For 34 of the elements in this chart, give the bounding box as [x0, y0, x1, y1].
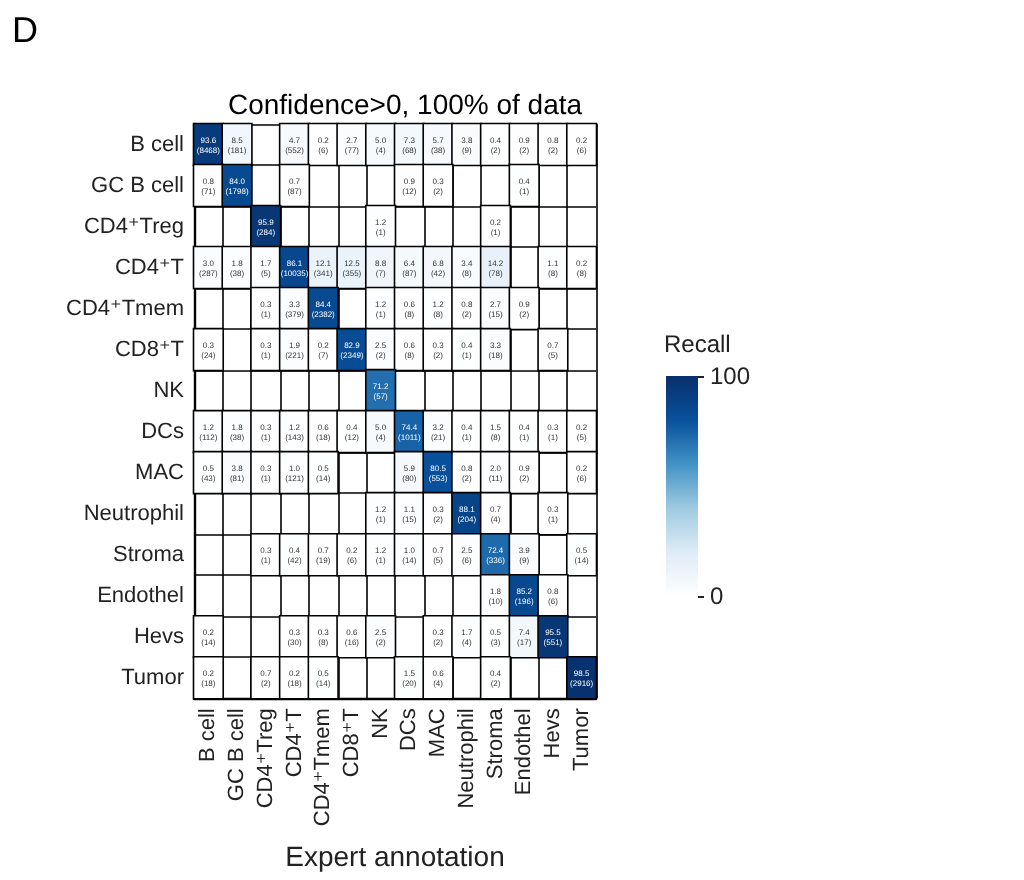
y-tick-label: CD4⁺T: [114, 255, 185, 280]
y-tick-label: Stroma: [113, 542, 186, 567]
x-tick-label: Endothel: [512, 708, 537, 796]
x-axis-title: Expert annotation: [285, 840, 505, 872]
color-bar-label: 100: [710, 362, 751, 390]
x-tick-label: Neutrophil: [454, 708, 479, 809]
y-tick-label: GC B cell: [91, 173, 184, 198]
y-tick-label: Hevs: [133, 624, 185, 649]
x-tick-label: MAC: [426, 708, 451, 758]
y-tick-label: Endothel: [97, 583, 184, 608]
chart-title: Confidence>0, 100% of data: [227, 88, 583, 120]
x-tick-label: NK: [368, 706, 393, 739]
text: D: [12, 10, 38, 50]
y-tick-label: DCs: [141, 419, 185, 444]
x-tick-label: Tumor: [569, 707, 594, 771]
color-bar-label: 0: [710, 582, 724, 610]
x-tick-label: GC B cell: [225, 708, 250, 802]
x-tick-label: CD4⁺Treg: [253, 708, 278, 809]
y-tick-label: CD8⁺T: [114, 337, 185, 362]
y-tick-label: Tumor: [121, 665, 185, 690]
x-tick-label: B cell: [196, 708, 221, 763]
x-tick-label: CD4⁺T: [282, 707, 307, 778]
y-tick-label: B cell: [130, 132, 184, 157]
y-tick-label: CD4⁺Treg: [83, 214, 184, 239]
y-tick-label: MAC: [135, 460, 185, 485]
y-tick-label: CD4⁺Tmem: [66, 296, 184, 321]
x-tick-label: DCs: [397, 707, 422, 752]
x-tick-label: CD8⁺T: [339, 707, 364, 778]
x-tick-label: CD4⁺Tmem: [311, 708, 336, 827]
y-tick-label: Neutrophil: [83, 501, 184, 526]
x-tick-label: Stroma: [483, 706, 508, 780]
y-tick-label: NK: [153, 378, 186, 403]
x-tick-label: Hevs: [540, 707, 565, 759]
color-bar-title: Recall: [664, 330, 731, 358]
